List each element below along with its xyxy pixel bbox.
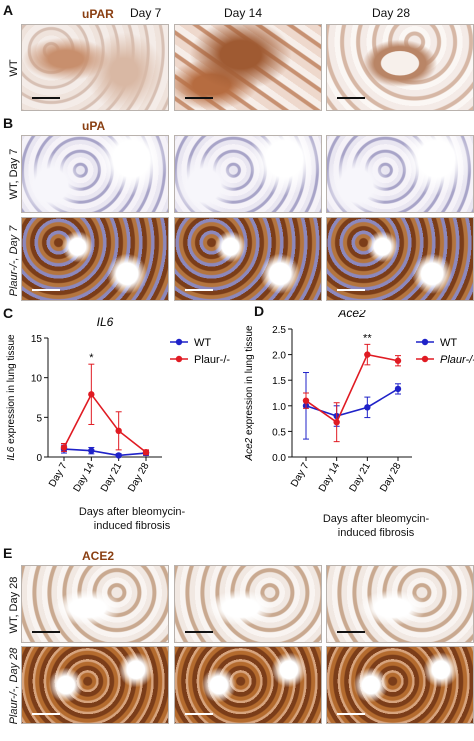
ace2-data-point (364, 351, 371, 358)
il6-y-tick-label: 10 (31, 374, 43, 385)
scale-bar (337, 289, 365, 291)
ace2-wt-day28-micrograph-3 (326, 565, 474, 643)
ace2-y-axis-label: Ace2 expression in lung tissue (244, 325, 255, 462)
il6-x-tick-label: Day 14 (72, 461, 98, 494)
ace2-wt-day28-micrograph-1 (21, 565, 169, 643)
ace2-legend-marker-1 (421, 355, 429, 363)
il6-legend-label-0: WT (194, 337, 211, 349)
ace2-series-line-0 (305, 388, 399, 417)
day-28-header: Day 28 (372, 6, 411, 20)
il6-y-axis-label: IL6 expression in lung tissue (6, 334, 17, 461)
plaur-ko-day7-row-label: Plaur-/-, Day 7 (8, 225, 20, 297)
il6-x-tick-label: Day 7 (47, 461, 70, 490)
ace2-x-tick-label: Day 21 (348, 461, 374, 494)
ace2-xlabel-line2: induced fibrosis (337, 527, 415, 539)
il6-legend-label-1: Plaur-/- (194, 354, 230, 366)
upa-wt-day7-micrograph-1 (21, 135, 169, 213)
il6-series-line-1 (63, 392, 147, 453)
il6-data-point (88, 447, 95, 454)
scale-bar (337, 97, 365, 99)
il6-data-point (115, 427, 122, 435)
ace2-legend-label-1: Plaur-/- (440, 354, 474, 366)
il6-data-point (115, 452, 122, 459)
scale-bar (185, 97, 213, 99)
ace2-plaur-ko-day28-micrograph-3 (326, 646, 474, 724)
ace2-data-point (394, 357, 402, 364)
panel-b-label: B (3, 115, 14, 131)
il6-chart-title: IL6 (97, 315, 114, 329)
il6-chart: IL6 0 5 10 15 IL6 expression in lung tissue Da… (6, 315, 230, 494)
ace2-x-tick-label: Day 14 (317, 461, 343, 494)
ace2-xlabel: Days after bleomycin- induced fibrosis (286, 512, 466, 540)
il6-legend-marker-0 (175, 338, 183, 346)
ace2-chart: Ace2 0.0 0.5 1.0 1.5 2.0 2.5 Ace2 expression in… (244, 310, 474, 494)
il6-xlabel-line2: induced fibrosis (93, 520, 171, 532)
ace2-plaur-ko-day28-micrograph-1 (21, 646, 169, 724)
il6-significance-marker: * (89, 352, 94, 364)
ace2-legend-label-0: WT (440, 337, 457, 349)
scale-bar (32, 289, 60, 291)
upar-wt-day28-micrograph (326, 24, 474, 111)
ace2-x-tick-label: Day 7 (289, 461, 312, 490)
upar-stain-label: uPAR (82, 7, 114, 21)
panel-e-label: E (3, 545, 13, 561)
il6-data-point (88, 391, 95, 398)
panel-a-label: A (3, 2, 14, 18)
ace2-xlabel-line1: Days after bleomycin- (322, 513, 430, 525)
scale-bar (185, 289, 213, 291)
ace2-y-tick-label: 2.0 (272, 351, 286, 362)
ace2-y-tick-label: 1.0 (272, 402, 286, 413)
ace2-series-line-1 (305, 353, 399, 424)
upa-plaur-ko-day7-micrograph-1 (21, 217, 169, 301)
upa-wt-day7-micrograph-3 (326, 135, 474, 213)
ace2-y-tick-label: 1.5 (272, 376, 286, 387)
scale-bar (32, 713, 60, 715)
upa-plaur-ko-day7-micrograph-3 (326, 217, 474, 301)
day-14-header: Day 14 (224, 6, 263, 20)
scale-bar (337, 713, 365, 715)
il6-data-point (60, 444, 68, 451)
ace2-data-point (364, 404, 371, 411)
wt-day7-row-label: WT, Day 7 (8, 148, 20, 200)
ace2-stain-label: ACE2 (82, 549, 115, 563)
scale-bar (337, 631, 365, 633)
ace2-chart-title: Ace2 (337, 310, 366, 320)
il6-xlabel: Days after bleomycin- induced fibrosis (42, 505, 222, 533)
il6-x-tick-label: Day 28 (126, 461, 152, 494)
panel-c-label: C (3, 305, 14, 321)
panel-d-label: D (254, 303, 265, 319)
il6-series-line-0 (63, 448, 147, 457)
ace2-y-tick-label: 0.0 (272, 453, 286, 464)
il6-y-tick-label: 5 (36, 413, 42, 424)
upa-plaur-ko-day7-micrograph-2 (174, 217, 322, 301)
ace2-wt-day28-micrograph-2 (174, 565, 322, 643)
upar-wt-day7-micrograph (21, 24, 169, 111)
il6-y-tick-label: 0 (36, 453, 42, 464)
scale-bar (32, 631, 60, 633)
scale-bar (32, 97, 60, 99)
il6-y-tick-label: 15 (31, 334, 43, 345)
ace2-significance-marker: ** (363, 332, 372, 344)
ace2-x-tick-label: Day 28 (378, 461, 404, 494)
scale-bar (185, 713, 213, 715)
upa-wt-day7-micrograph-2 (174, 135, 322, 213)
ace2-data-point (302, 397, 310, 404)
ace2-plaur-ko-day28-micrograph-2 (174, 646, 322, 724)
upa-stain-label: uPA (82, 119, 106, 133)
ace2-legend-marker-0 (421, 338, 429, 346)
il6-xlabel-line1: Days after bleomycin- (78, 506, 186, 518)
ace2-data-point (333, 418, 340, 426)
il6-legend-marker-1 (175, 355, 183, 363)
day-7-header: Day 7 (130, 6, 162, 20)
wt-row-label: WT (8, 59, 20, 77)
il6-data-point (142, 449, 150, 456)
upar-wt-day14-micrograph (174, 24, 322, 111)
il6-x-tick-label: Day 21 (99, 461, 125, 494)
ace2-y-tick-label: 0.5 (272, 427, 286, 438)
ace2-data-point (394, 385, 402, 393)
scale-bar (185, 631, 213, 633)
plaur-ko-day28-row-label: Plaur-/-, Day 28 (8, 647, 20, 725)
ace2-y-tick-label: 2.5 (272, 325, 286, 336)
